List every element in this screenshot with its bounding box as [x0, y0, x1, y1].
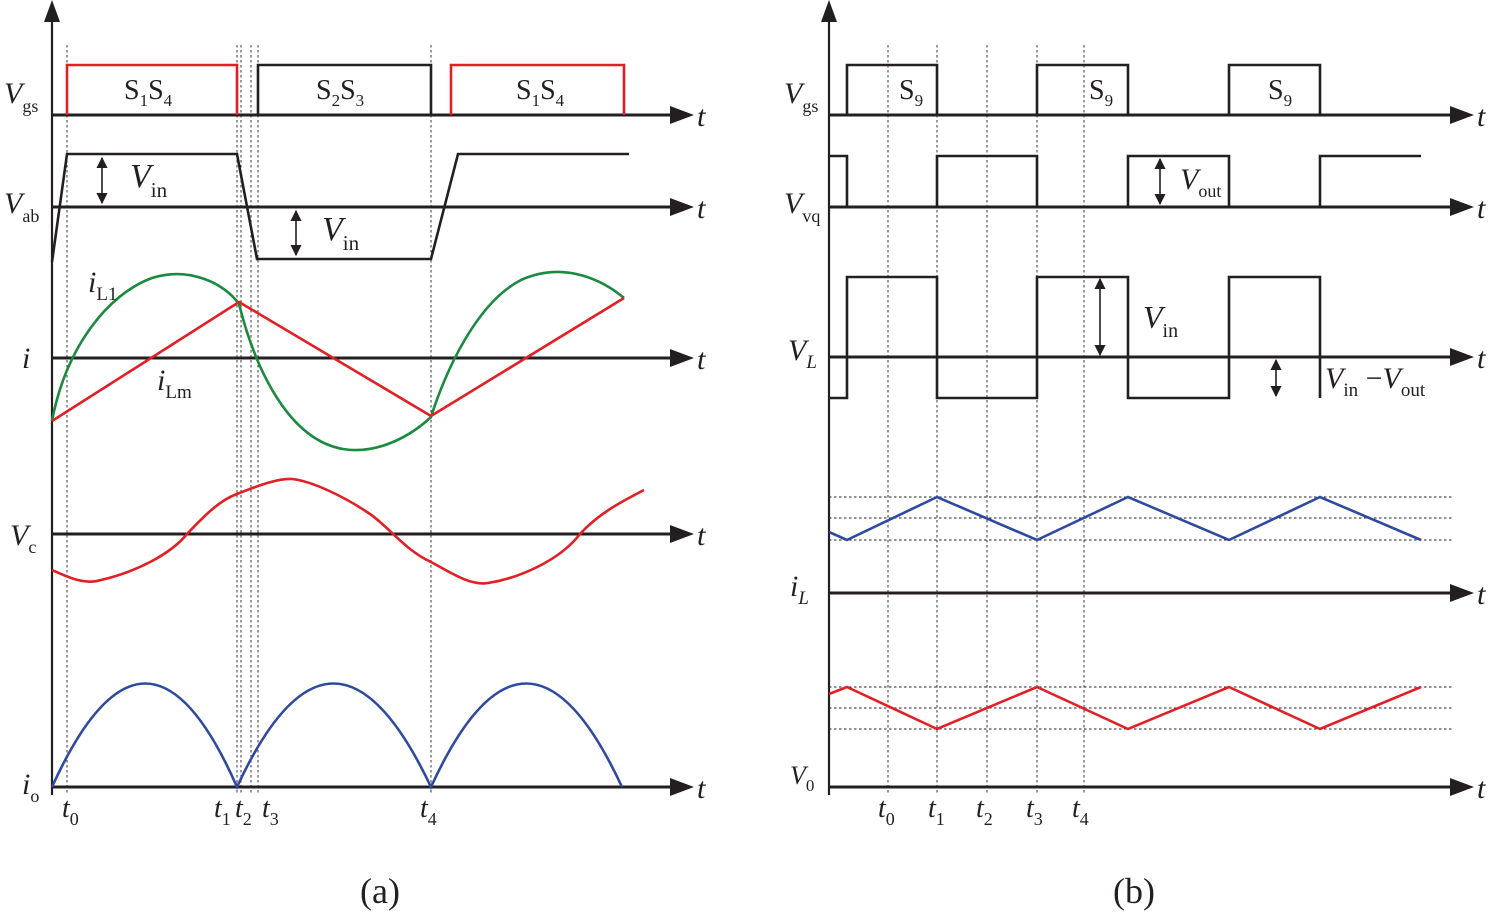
gate-pulse-s9-third — [1227, 63, 1322, 115]
vin-label-lower: Vin — [322, 211, 360, 255]
gate-pulse-s1s4-first — [65, 63, 239, 115]
vout-label: Vout — [1180, 163, 1221, 201]
vin-label-b: Vin — [1143, 299, 1178, 342]
vin-minus-vout-label: Vin −Vout — [1325, 362, 1426, 401]
axis-t-label: t — [697, 343, 706, 376]
axis-t-label: t — [1477, 578, 1486, 611]
il-waveform — [828, 495, 1422, 542]
panel-a-time-axes — [52, 106, 694, 796]
panel-a-caption: (a) — [360, 871, 400, 911]
axis-t-label: t — [697, 772, 706, 805]
panel-a: t t t t t Vgs Vab i Vc io S1S4 S2S3 S1S4… — [4, 0, 706, 911]
gate-pulse-s2s3 — [256, 63, 433, 115]
row-label-vc: Vc — [10, 519, 36, 557]
pulse-label-s9: S9 — [899, 75, 923, 110]
row-label-v0: V0 — [790, 761, 814, 795]
row-label-vl: VL — [788, 334, 817, 373]
axis-t-label: t — [1477, 772, 1486, 805]
time-mark-t4: t4 — [1072, 793, 1089, 829]
row-label-i: i — [22, 342, 30, 375]
time-mark-t0: t0 — [62, 793, 79, 829]
pulse-label-s1s4: S1S4 — [124, 75, 173, 110]
time-mark-t2: t2 — [976, 793, 993, 829]
time-mark-t3: t3 — [262, 793, 279, 829]
panel-b-time-guides — [887, 45, 1085, 795]
vl-waveform — [829, 275, 1322, 400]
pulse-label-s1s4: S1S4 — [516, 75, 565, 110]
panel-b: t t t t t Vgs Vvq VL iL V0 S9 S9 S9 Vout… — [784, 0, 1486, 911]
row-label-io: io — [22, 768, 39, 806]
panel-b-vertical-axis-arrow — [821, 0, 837, 22]
io-waveform — [50, 682, 624, 791]
gate-pulse-s9-second — [1035, 63, 1130, 115]
row-label-vgs: Vgs — [4, 77, 38, 116]
pulse-label-s2s3: S2S3 — [316, 75, 364, 110]
vin-label-upper: Vin — [130, 158, 168, 202]
axis-t-label: t — [1477, 342, 1486, 375]
vvq-waveform — [829, 154, 1421, 209]
time-mark-t4: t4 — [420, 793, 437, 829]
pulse-label-s9: S9 — [1089, 75, 1113, 110]
vc-waveform — [51, 477, 645, 585]
axis-t-label: t — [1477, 100, 1486, 133]
row-label-vgs: Vgs — [784, 77, 818, 116]
vab-waveform — [50, 152, 629, 263]
panel-b-caption: (b) — [1113, 871, 1155, 911]
gate-pulse-s1s4-second — [449, 63, 626, 115]
ilm-waveform — [51, 296, 625, 423]
row-label-il: iL — [790, 570, 809, 609]
il1-label: iL1 — [88, 266, 117, 305]
time-mark-t2: t2 — [235, 793, 252, 829]
panel-b-ripple-guides — [829, 496, 1452, 730]
pulse-label-s9: S9 — [1268, 75, 1292, 110]
axis-t-label: t — [697, 519, 706, 552]
v0-waveform — [828, 685, 1422, 731]
row-label-vvq: Vvq — [784, 187, 820, 226]
time-mark-t3: t3 — [1026, 793, 1043, 829]
il1-waveform — [50, 270, 625, 452]
panel-a-time-guides — [66, 45, 432, 795]
row-label-vab: Vab — [4, 187, 39, 226]
time-mark-t1: t1 — [928, 793, 945, 829]
panel-b-time-axes — [829, 106, 1474, 796]
time-mark-t1: t1 — [214, 793, 231, 829]
time-mark-t0: t0 — [878, 793, 895, 829]
axis-t-label: t — [697, 192, 706, 225]
ilm-label: iLm — [157, 364, 192, 403]
axis-t-label: t — [697, 100, 706, 133]
gate-pulse-s9-first — [845, 63, 939, 115]
axis-t-label: t — [1477, 192, 1486, 225]
panel-a-vertical-axis-arrow — [44, 0, 60, 22]
